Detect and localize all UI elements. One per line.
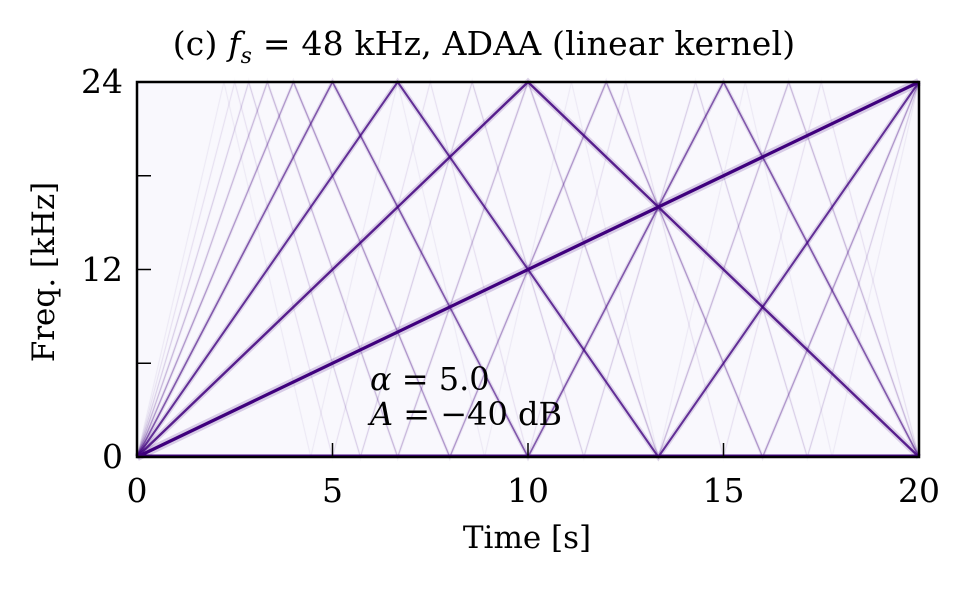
plot-frame [135,80,921,459]
title-rest: = 48 kHz, ADAA (linear kernel) [252,24,796,63]
alpha-symbol: α [370,360,392,398]
y-tick-label: 0 [102,437,123,476]
x-tick-label: 5 [322,471,343,510]
amplitude-symbol: A [370,395,394,433]
x-tick-label: 20 [898,471,940,510]
title-prefix: (c) [172,24,229,63]
harmonic-lines [134,77,922,462]
title-variable: f [228,24,241,63]
alpha-value: = 5.0 [391,360,490,398]
y-axis-label: Freq. [kHz] [26,181,62,363]
x-tick-label: 0 [126,471,148,510]
x-tick-label: 15 [702,471,745,510]
amplitude-value: = −40 dB [393,395,562,433]
y-tick-label: 24 [81,62,123,101]
alpha-annotation: α = 5.0 [370,363,490,395]
y-tick-label: 12 [81,249,123,289]
title-subscript: s [240,43,253,69]
amplitude-annotation: A = −40 dB [370,398,562,430]
axis-ticks [137,175,725,457]
x-axis-label: Time [s] [462,520,592,556]
harmonic-line-1 [136,80,920,459]
chart-title: (c) fs = 48 kHz, ADAA (linear kernel) [0,24,968,70]
x-tick-label: 10 [507,471,549,510]
